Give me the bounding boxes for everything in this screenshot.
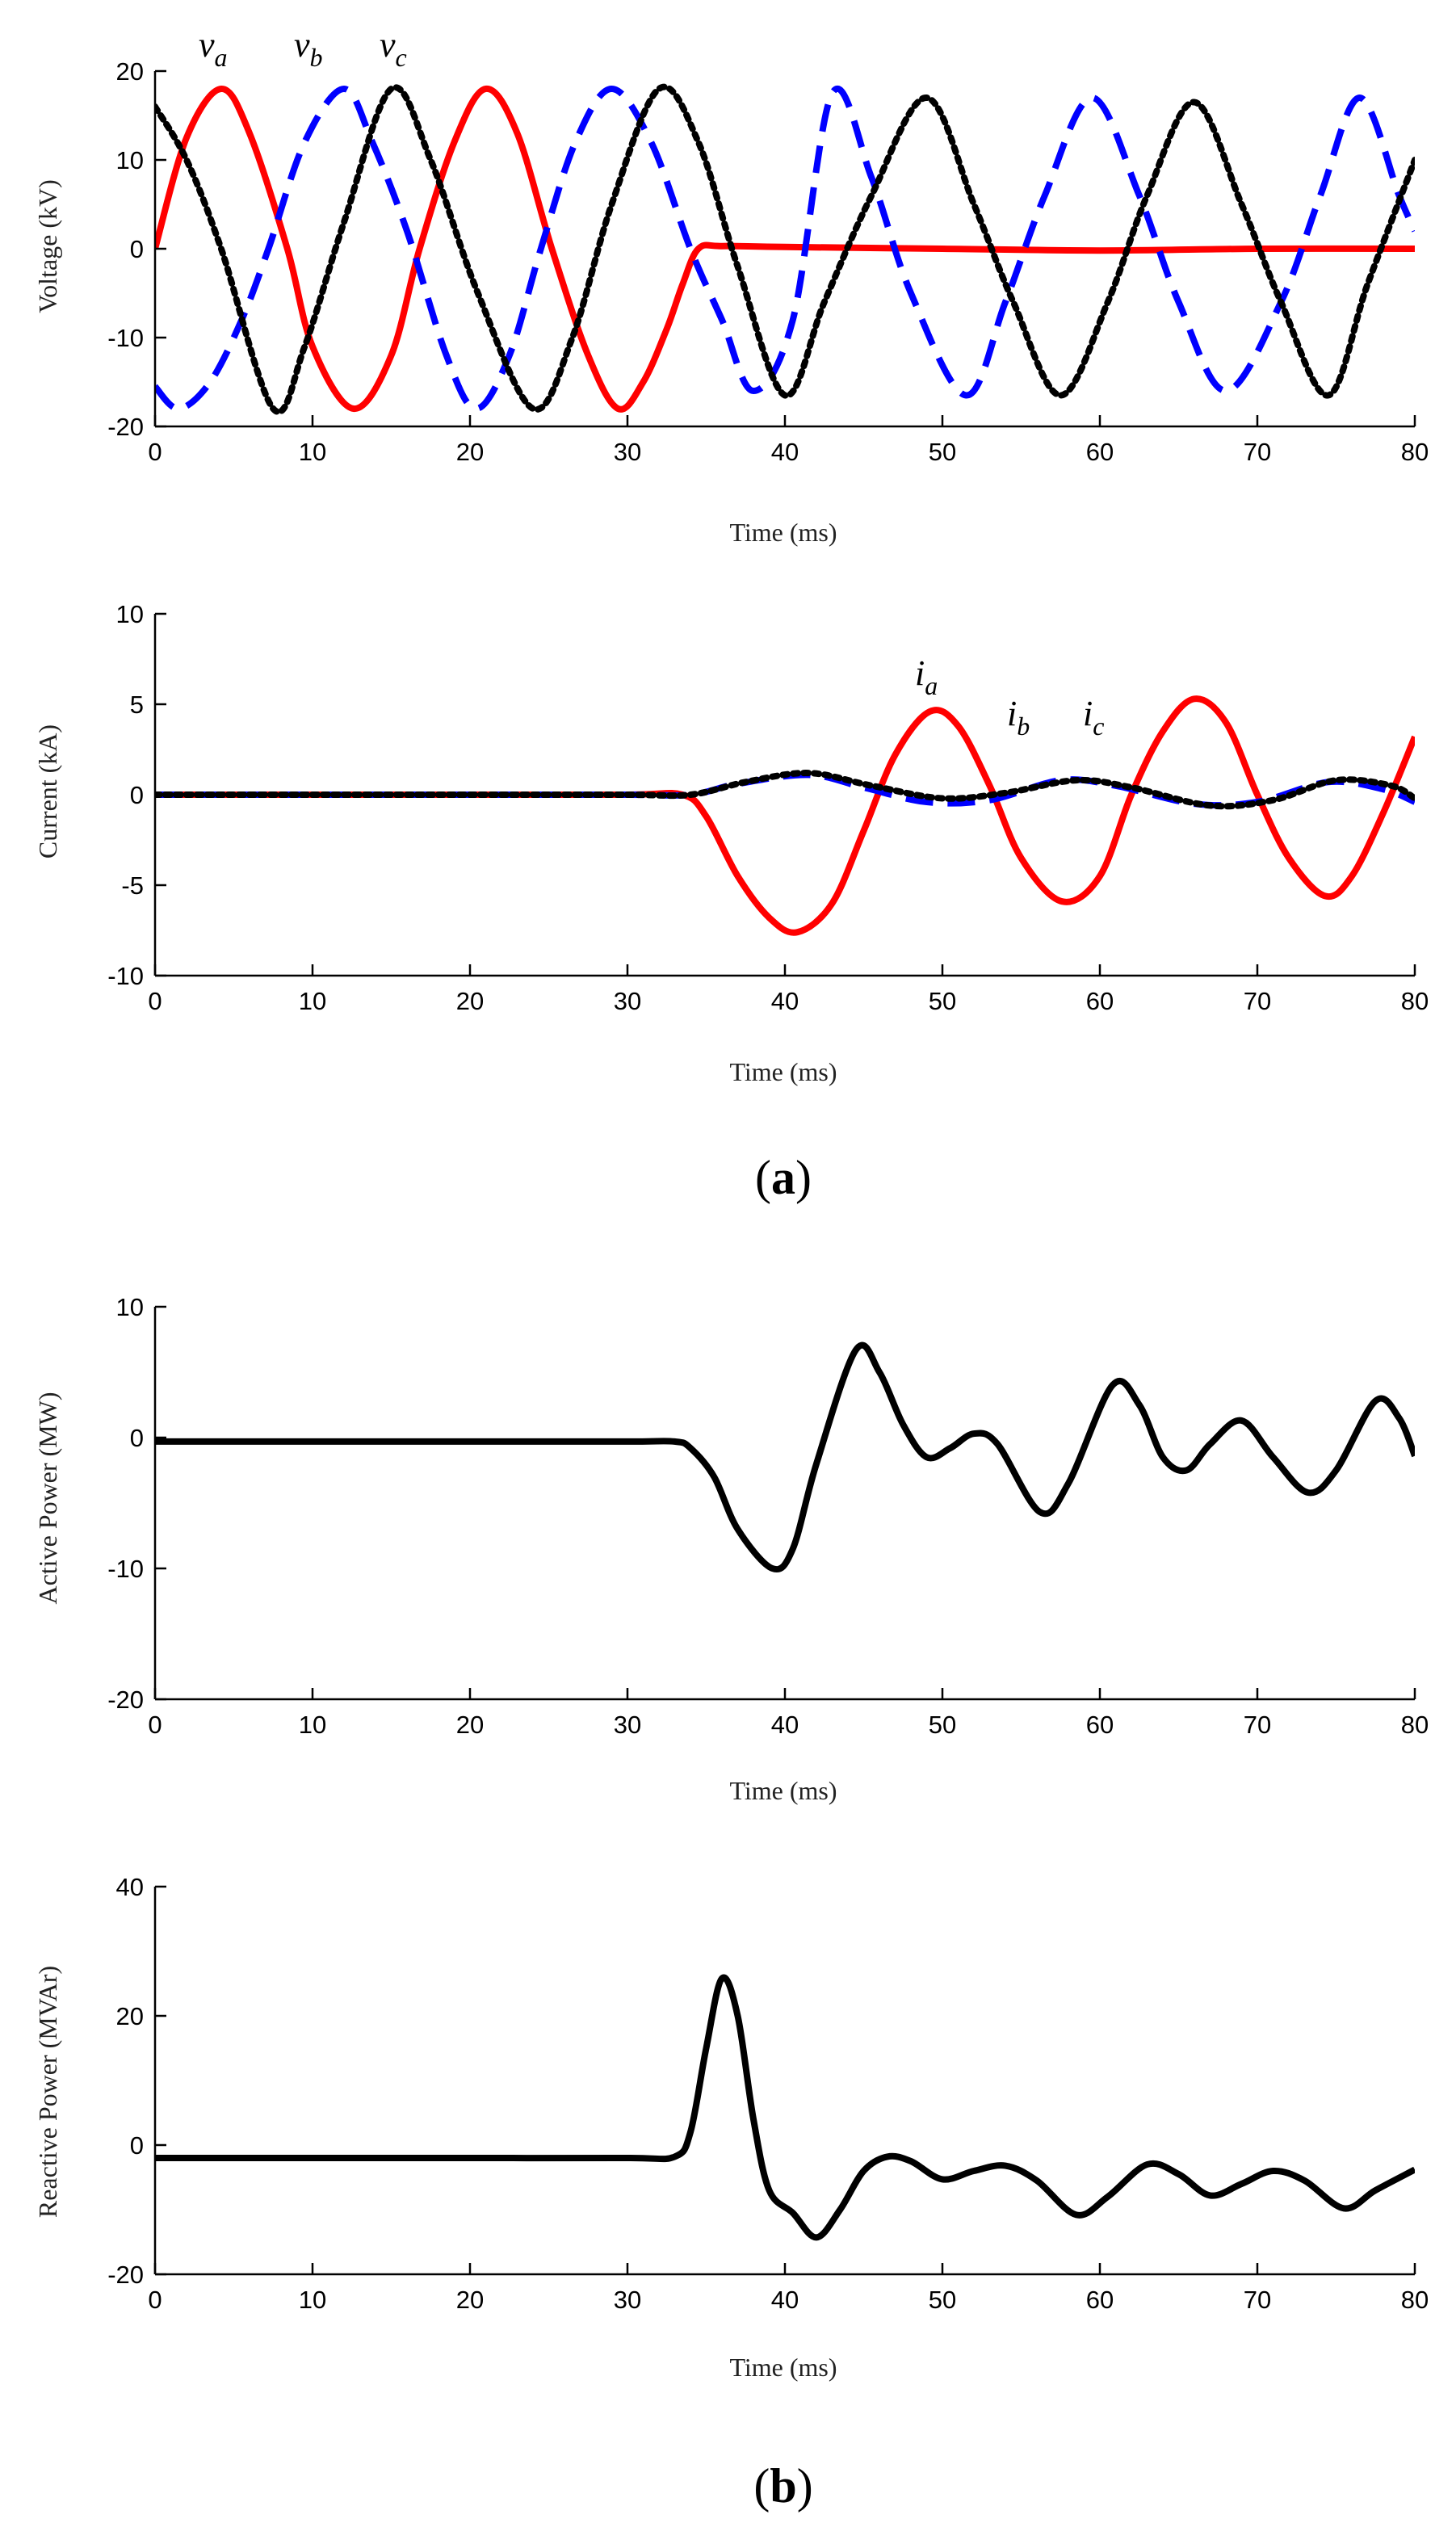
voltage-series-v-a-line xyxy=(155,86,1415,413)
current-series-i-b-line xyxy=(155,771,1415,809)
ic-series-label: ic xyxy=(1083,694,1104,741)
ia-series-label: ia xyxy=(915,653,938,700)
current-series-i-a-line xyxy=(155,695,1415,936)
vb-series-label: vb xyxy=(294,25,323,72)
voltage-x-axis-label: Time (ms) xyxy=(729,518,837,547)
active-power-x-tick-label: 40 xyxy=(771,1711,799,1739)
current-y-tick-label: 10 xyxy=(116,600,144,628)
reactive-power-series-q-line xyxy=(155,1974,1415,2241)
active-power-y-tick-label: -10 xyxy=(107,1555,144,1583)
voltage-y-tick-label: 10 xyxy=(116,146,144,174)
current-y-tick-label: 5 xyxy=(130,691,144,719)
reactive-power-x-tick-label: 60 xyxy=(1086,2286,1114,2314)
current-x-tick-label: 80 xyxy=(1401,987,1429,1015)
voltage-chart: 0 10 20 30 40 50 60 70 80 20 10 0 -10 -20 Time (ms) V… xyxy=(33,25,1429,547)
reactive-power-x-tick-label: 0 xyxy=(148,2286,162,2314)
voltage-x-tick-label: 30 xyxy=(614,438,641,466)
reactive-power-x-tick-label: 20 xyxy=(456,2286,484,2314)
active-power-x-tick-label: 50 xyxy=(929,1711,956,1739)
voltage-series-v-b-line xyxy=(155,85,1415,412)
active-power-series-layer xyxy=(155,1341,1415,1572)
active-power-chart: 0 10 20 30 40 50 60 70 80 10 0 -10 -20 Time (ms) Act… xyxy=(33,1293,1429,1805)
voltage-x-tick-label: 80 xyxy=(1401,438,1429,466)
active-power-y-tick-label: 10 xyxy=(116,1293,144,1321)
voltage-x-tick-label: 20 xyxy=(456,438,484,466)
voltage-y-axis-label: Voltage (kV) xyxy=(33,179,62,313)
reactive-power-y-tick-label: 20 xyxy=(116,2002,144,2030)
current-y-tick-label: -10 xyxy=(107,962,144,990)
current-y-tick-label: -5 xyxy=(121,871,144,900)
current-series-layer xyxy=(155,695,1415,936)
current-x-tick-label: 50 xyxy=(929,987,956,1015)
reactive-power-x-tick-label: 40 xyxy=(771,2286,799,2314)
va-series-label: va xyxy=(199,25,228,72)
voltage-x-tick-label: 70 xyxy=(1244,438,1271,466)
voltage-x-tick-label: 10 xyxy=(299,438,326,466)
voltage-y-tick-label: -10 xyxy=(107,324,144,352)
reactive-power-y-tick-label: 0 xyxy=(130,2131,144,2160)
active-power-x-tick-label: 70 xyxy=(1244,1711,1271,1739)
active-power-x-tick-label: 60 xyxy=(1086,1711,1114,1739)
voltage-x-tick-label: 40 xyxy=(771,438,799,466)
voltage-y-tick-label: -20 xyxy=(107,413,144,441)
current-x-tick-label: 60 xyxy=(1086,987,1114,1015)
reactive-power-x-tick-label: 80 xyxy=(1401,2286,1429,2314)
current-x-axis-label: Time (ms) xyxy=(729,1057,837,1086)
active-power-x-tick-label: 30 xyxy=(614,1711,641,1739)
current-x-tick-label: 10 xyxy=(299,987,326,1015)
voltage-x-tick-label: 50 xyxy=(929,438,956,466)
voltage-series-layer xyxy=(155,83,1415,415)
reactive-power-x-axis-label: Time (ms) xyxy=(729,2353,837,2382)
reactive-power-series-layer xyxy=(155,1974,1415,2241)
active-power-x-tick-label: 20 xyxy=(456,1711,484,1739)
reactive-power-x-tick-label: 50 xyxy=(929,2286,956,2314)
voltage-y-tick-label: 20 xyxy=(116,57,144,86)
voltage-axes: 0 10 20 30 40 50 60 70 80 20 10 0 -10 -20 xyxy=(107,57,1429,466)
reactive-power-x-tick-label: 70 xyxy=(1244,2286,1271,2314)
ib-series-label: ib xyxy=(1007,694,1030,741)
current-x-tick-label: 20 xyxy=(456,987,484,1015)
active-power-axes: 0 10 20 30 40 50 60 70 80 10 0 -10 -20 xyxy=(107,1293,1429,1739)
current-x-tick-label: 0 xyxy=(148,987,162,1015)
active-power-x-axis-label: Time (ms) xyxy=(729,1776,837,1805)
active-power-x-tick-label: 80 xyxy=(1401,1711,1429,1739)
current-y-axis-label: Current (kA) xyxy=(33,724,62,859)
voltage-y-tick-label: 0 xyxy=(130,235,144,263)
vc-series-label: vc xyxy=(380,25,407,72)
reactive-power-y-axis-label: Reactive Power (MVAr) xyxy=(33,1966,62,2218)
active-power-y-tick-label: -20 xyxy=(107,1686,144,1714)
reactive-power-x-tick-label: 30 xyxy=(614,2286,641,2314)
reactive-power-y-tick-label: 40 xyxy=(116,1873,144,1901)
voltage-series-v-c-line xyxy=(155,83,1415,415)
reactive-power-y-tick-label: -20 xyxy=(107,2261,144,2289)
current-y-tick-label: 0 xyxy=(130,781,144,809)
active-power-y-axis-label: Active Power (MW) xyxy=(33,1392,62,1604)
current-x-tick-label: 40 xyxy=(771,987,799,1015)
current-x-tick-label: 30 xyxy=(614,987,641,1015)
active-power-x-tick-label: 0 xyxy=(148,1711,162,1739)
panel-label-a: (a) xyxy=(755,1151,812,1204)
voltage-x-tick-label: 0 xyxy=(148,438,162,466)
current-series-i-c-line xyxy=(155,770,1415,810)
voltage-x-tick-label: 60 xyxy=(1086,438,1114,466)
current-x-tick-label: 70 xyxy=(1244,987,1271,1015)
active-power-x-tick-label: 10 xyxy=(299,1711,326,1739)
panel-label-b: (b) xyxy=(753,2459,812,2513)
reactive-power-x-tick-label: 10 xyxy=(299,2286,326,2314)
active-power-series-p-line xyxy=(155,1341,1415,1572)
active-power-y-tick-label: 0 xyxy=(130,1424,144,1452)
